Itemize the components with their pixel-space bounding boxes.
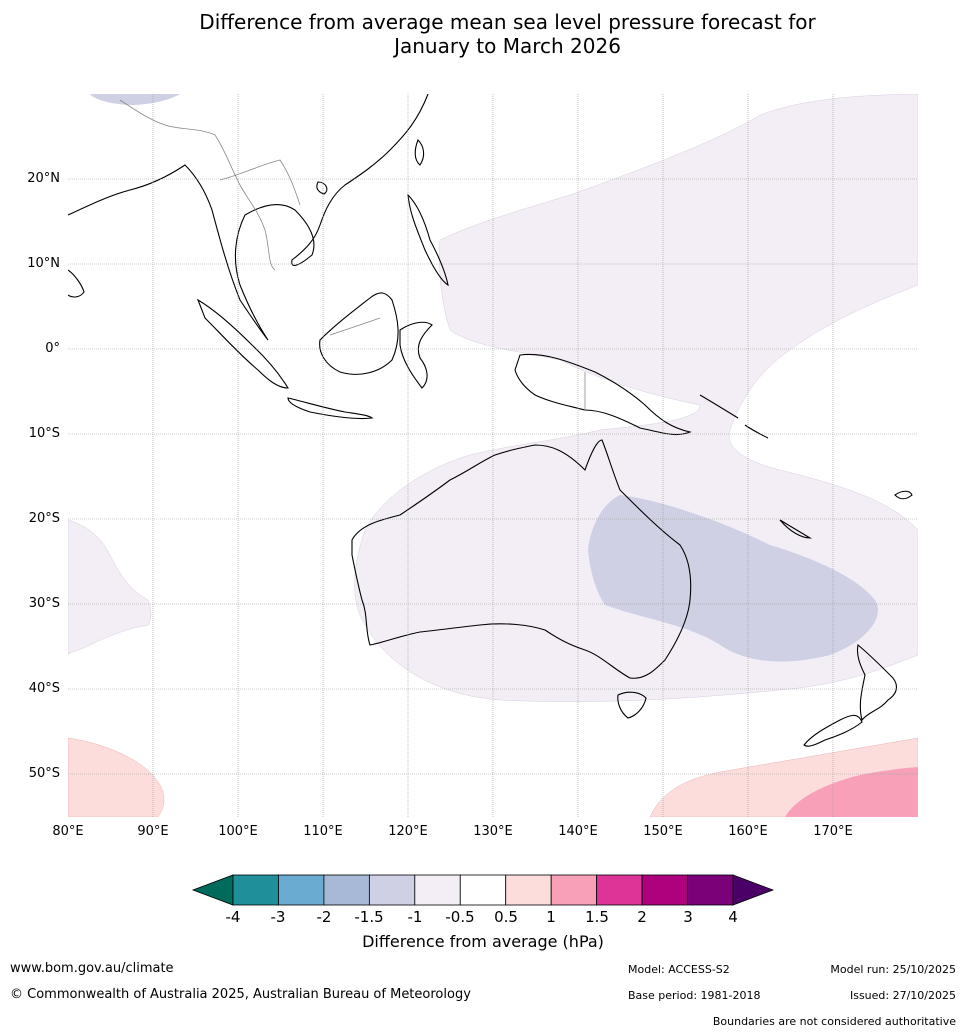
colorbar-swatches [232,874,734,906]
lat-label-50s: 50°S [28,766,60,781]
anomaly-region-rose-southern-ocean [785,767,918,817]
colorbar-swatch-8 [596,874,643,906]
footer-base-period: Base period: 1981-2018 [628,989,761,1002]
coastline-india-tip [68,269,85,298]
footer-model: Model: ACCESS-S2 [628,963,730,976]
colorbar-tick-3: 3 [683,908,693,926]
lat-label-20n: 20°N [27,171,60,186]
lon-label-90e: 90°E [137,824,169,839]
footer-disclaimer: Boundaries are not considered authoritat… [712,1015,956,1028]
coastline-new-caledonia [779,519,812,539]
lon-label-140e: 140°E [558,824,598,839]
coastline-fiji [894,490,913,500]
coastline-java [287,397,374,420]
anomaly-region-light-purple-indian-ocean [68,519,152,655]
coastline-borneo [319,292,399,375]
colorbar-tick--2: -2 [316,908,332,926]
lon-label-130e: 130°E [473,824,513,839]
lat-label-10s: 10°S [28,426,60,441]
colorbar-tick-4: 4 [728,908,738,926]
graticule [68,94,918,817]
colorbar-tick-1-5: 1.5 [585,908,609,926]
coastline-sulawesi [399,321,433,389]
lon-label-80e: 80°E [52,824,84,839]
colorbar-tick-1: 1 [546,908,556,926]
colorbar-title: Difference from average (hPa) [362,932,604,951]
colorbar-swatch-3 [368,874,416,906]
coastline-philippines [407,193,449,287]
lon-label-100e: 100°E [218,824,258,839]
colorbar-swatch-10 [687,874,734,906]
lat-label-20s: 20°S [28,511,60,526]
anomaly-region-light-blue-north [90,94,180,105]
coastline-australia [351,439,692,679]
lon-label-150e: 150°E [643,824,683,839]
colorbar-swatch-9 [641,874,688,906]
lat-label-30s: 30°S [28,596,60,611]
border-indochina [219,159,301,206]
colorbar-tick-2: 2 [637,908,647,926]
coastline-hainan [316,181,328,195]
colorbar-tick--1-5: -1.5 [354,908,384,926]
colorbar-swatch-2 [323,874,370,906]
lon-label-120e: 120°E [388,824,428,839]
lat-label-10n: 10°N [27,256,60,271]
colorbar-swatch-7 [550,874,598,906]
colorbar-swatch-0 [232,874,279,906]
colorbar-swatch-4 [414,874,461,906]
colorbar-tick-0-5: 0.5 [494,908,518,926]
coastline-taiwan [414,139,425,166]
anomaly-region-grey-blue-east-australia [588,495,878,662]
lat-label-0: 0° [45,341,60,356]
coastline-new-zealand-south [803,714,863,747]
coastline-sumatra [196,298,289,389]
colorbar-tick--4: -4 [225,908,241,926]
colorbar-swatch-1 [278,874,325,906]
coastline-solomon-islands [699,394,769,439]
lon-label-160e: 160°E [728,824,768,839]
colorbar-tick--0-5: -0.5 [445,908,475,926]
map-title: Difference from average mean sea level p… [0,10,965,58]
anomaly-region-pink-southern-ocean-west [68,737,165,817]
coastlines [68,94,913,747]
country-borders [119,99,586,410]
colorbar-extend-high [732,874,775,906]
border-mainland-asia [119,99,276,271]
footer-model-run: Model run: 25/10/2025 [830,963,956,976]
footer-issued: Issued: 27/10/2025 [849,989,956,1002]
map-title-line2: January to March 2026 [394,34,621,58]
coastline-tasmania [617,691,647,719]
lon-label-110e: 110°E [303,824,343,839]
map-title-line1: Difference from average mean sea level p… [199,10,816,34]
lat-label-40s: 40°S [28,681,60,696]
coastline-asia-mainland [68,94,429,341]
footer-copyright: © Commonwealth of Australia 2025, Austra… [10,987,471,1002]
map-canvas [68,94,918,817]
colorbar-tick--3: -3 [270,908,286,926]
colorbar-extend-low [191,874,234,906]
colorbar-swatch-5 [459,874,507,906]
lon-label-170e: 170°E [813,824,853,839]
footer-website-link[interactable]: www.bom.gov.au/climate [10,961,174,976]
coastline-new-zealand-north [856,643,898,722]
border-borneo [329,317,381,336]
colorbar-swatch-6 [505,874,552,906]
colorbar [191,874,775,906]
map-area [68,94,918,817]
colorbar-tick--1: -1 [407,908,423,926]
